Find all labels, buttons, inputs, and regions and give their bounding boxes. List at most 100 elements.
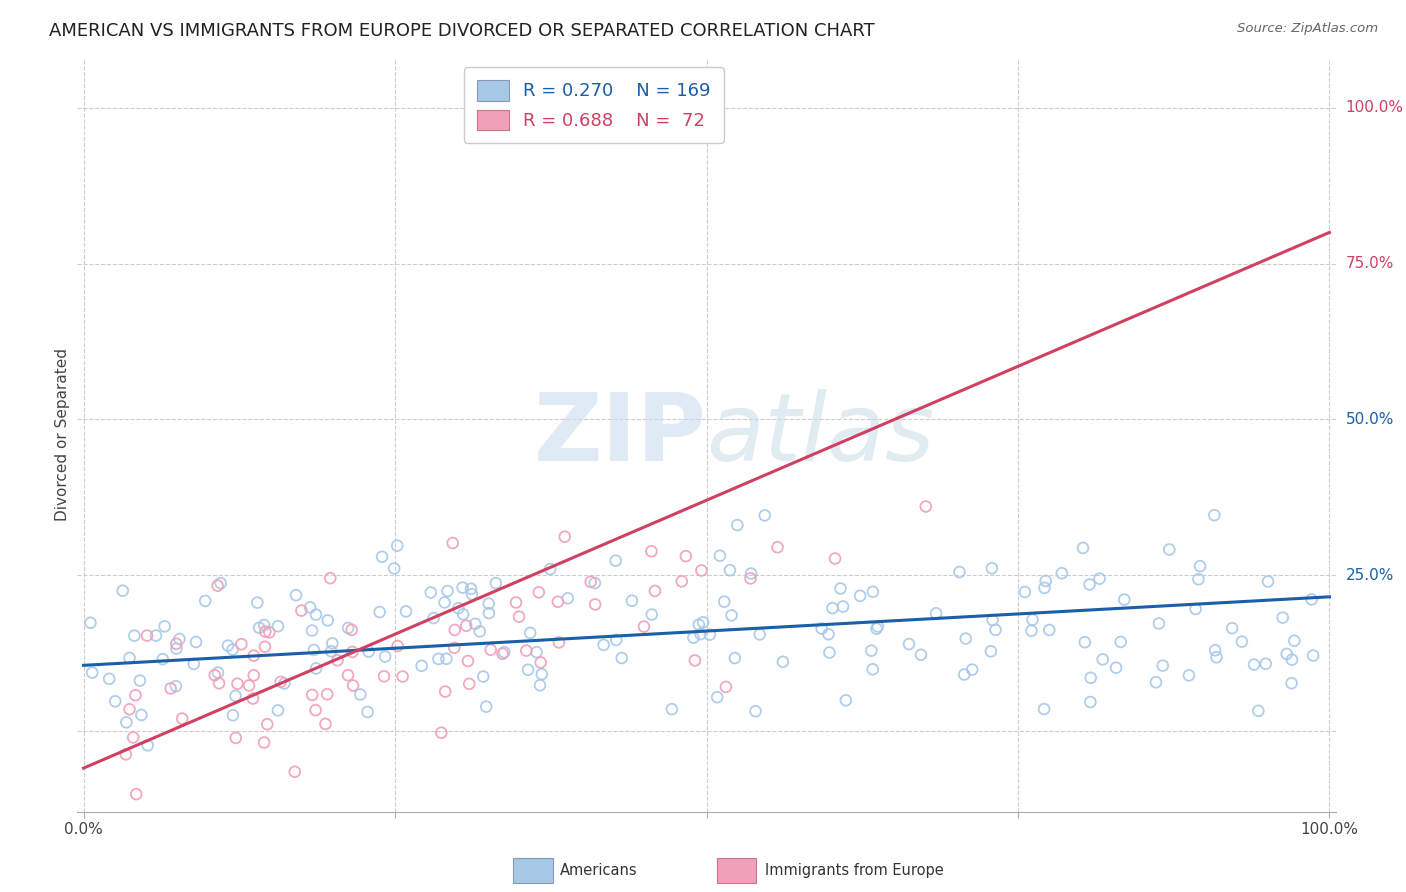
Point — [165, 637, 187, 651]
Point — [682, 631, 704, 645]
Point — [259, 625, 281, 640]
Point — [342, 645, 364, 659]
Point — [1105, 661, 1128, 675]
Point — [225, 689, 247, 703]
Point — [111, 583, 134, 598]
Point — [754, 508, 776, 523]
Point — [242, 668, 264, 682]
Point — [356, 705, 378, 719]
Point — [824, 551, 846, 566]
Text: Immigrants from Europe: Immigrants from Europe — [765, 863, 943, 878]
Point — [475, 699, 498, 714]
Point — [620, 593, 643, 607]
Point — [1014, 585, 1036, 599]
Point — [527, 585, 550, 599]
Point — [242, 691, 264, 706]
Point — [1257, 574, 1279, 589]
Text: AMERICAN VS IMMIGRANTS FROM EUROPE DIVORCED OR SEPARATED CORRELATION CHART: AMERICAN VS IMMIGRANTS FROM EUROPE DIVOR… — [49, 22, 875, 40]
Point — [395, 604, 418, 618]
Point — [766, 540, 789, 554]
Point — [605, 554, 627, 568]
Point — [724, 651, 747, 665]
Point — [529, 678, 551, 692]
Point — [118, 651, 141, 665]
Point — [699, 627, 721, 641]
Point — [644, 584, 666, 599]
Point — [136, 629, 159, 643]
Point — [508, 609, 530, 624]
Point — [583, 598, 606, 612]
Point — [238, 679, 260, 693]
Point — [605, 632, 627, 647]
Point — [387, 539, 409, 553]
Point — [246, 596, 269, 610]
Point — [713, 595, 735, 609]
Point — [273, 676, 295, 690]
Point — [256, 717, 278, 731]
Point — [633, 619, 655, 633]
Point — [217, 639, 239, 653]
Point — [391, 669, 413, 683]
Point — [1021, 624, 1043, 638]
Point — [456, 618, 478, 632]
Point — [865, 622, 887, 636]
Point — [1114, 592, 1136, 607]
Point — [1109, 635, 1132, 649]
Point — [194, 594, 217, 608]
Point — [748, 627, 770, 641]
Point — [1178, 668, 1201, 682]
Point — [583, 576, 606, 591]
Point — [675, 549, 697, 563]
Point — [479, 642, 502, 657]
Point — [810, 622, 832, 636]
Point — [830, 582, 852, 596]
Point — [301, 688, 323, 702]
Point — [818, 646, 841, 660]
Point — [714, 680, 737, 694]
Point — [267, 619, 290, 633]
Point — [253, 735, 276, 749]
Point — [316, 613, 339, 627]
Point — [172, 712, 194, 726]
Point — [671, 574, 693, 589]
Point — [124, 688, 146, 702]
Point — [169, 632, 191, 646]
Point — [866, 619, 889, 633]
Point — [184, 635, 207, 649]
Point — [124, 629, 146, 643]
Point — [1284, 633, 1306, 648]
Point — [305, 607, 328, 622]
Point — [231, 637, 253, 651]
Point — [337, 668, 360, 682]
Point — [955, 632, 977, 646]
Point — [451, 607, 474, 622]
Point — [898, 637, 921, 651]
Point — [832, 599, 855, 614]
Point — [165, 641, 187, 656]
Point — [302, 643, 325, 657]
Point — [458, 677, 481, 691]
Point — [443, 640, 465, 655]
Point — [131, 708, 153, 723]
Point — [1188, 559, 1211, 574]
Point — [301, 624, 323, 638]
Point — [349, 688, 371, 702]
Point — [1080, 671, 1102, 685]
Point — [688, 617, 710, 632]
Point — [129, 673, 152, 688]
Point — [443, 623, 465, 637]
Point — [243, 648, 266, 663]
Point — [447, 601, 470, 615]
Point — [1220, 621, 1243, 635]
Point — [472, 669, 495, 683]
Point — [538, 562, 561, 576]
Y-axis label: Divorced or Separated: Divorced or Separated — [55, 349, 70, 521]
Point — [153, 619, 176, 633]
Point — [1035, 574, 1057, 588]
Point — [557, 591, 579, 606]
Point — [115, 747, 138, 762]
Text: ZIP: ZIP — [534, 389, 707, 481]
Point — [1243, 657, 1265, 672]
Point — [419, 585, 441, 599]
Point — [382, 561, 405, 575]
